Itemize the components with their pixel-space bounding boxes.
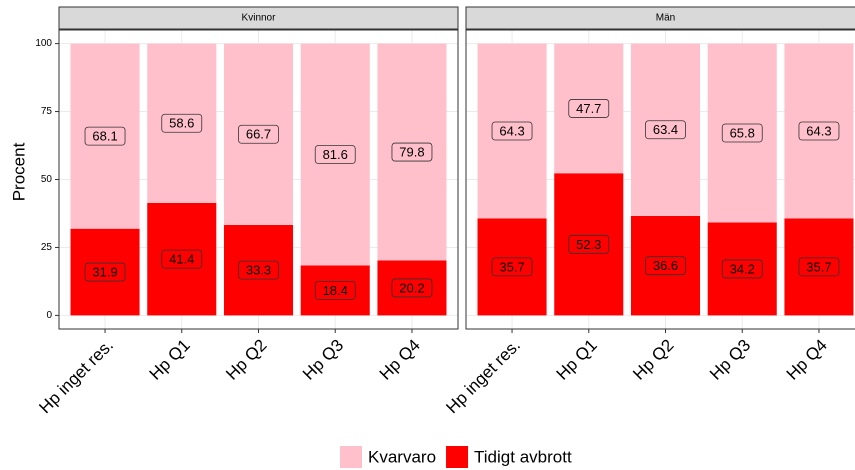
data-label: 52.3 xyxy=(576,237,601,252)
data-label: 36.6 xyxy=(653,258,678,273)
legend-label: Kvarvaro xyxy=(368,447,436,466)
data-label: 64.3 xyxy=(806,123,831,138)
label-box xyxy=(721,259,763,279)
label-box xyxy=(721,123,763,143)
data-label: 35.7 xyxy=(806,259,831,274)
data-label: 35.7 xyxy=(499,259,524,274)
data-label: 68.1 xyxy=(92,129,117,144)
y-tick-label: 0 xyxy=(46,310,52,321)
label-box xyxy=(645,256,686,276)
facet-strip xyxy=(465,6,855,30)
x-tick-label: Hp Q1 xyxy=(146,336,194,384)
x-tick-label: Hp Q3 xyxy=(706,336,754,384)
data-label: 47.7 xyxy=(576,101,601,116)
y-tick-label: 100 xyxy=(35,38,52,49)
data-label: 63.4 xyxy=(653,122,678,137)
x-tick-label: Hp Q2 xyxy=(629,336,677,384)
data-label: 34.2 xyxy=(730,261,755,276)
y-tick-label: 50 xyxy=(41,174,53,185)
x-tick-label: Hp Q3 xyxy=(299,336,347,384)
label-box xyxy=(314,145,356,164)
label-box xyxy=(238,260,279,280)
label-box xyxy=(391,278,433,298)
label-box xyxy=(84,126,126,146)
data-label: 65.8 xyxy=(730,125,755,140)
data-label: 33.3 xyxy=(246,263,271,278)
label-box xyxy=(314,281,356,300)
data-label: 79.8 xyxy=(399,144,424,159)
data-label: 81.6 xyxy=(323,147,348,162)
legend-label: Tidigt avbrott xyxy=(474,447,572,466)
y-tick-label: 25 xyxy=(41,242,53,253)
data-label: 18.4 xyxy=(323,283,348,298)
label-box xyxy=(491,121,533,141)
label-box xyxy=(568,234,610,254)
data-label: 66.7 xyxy=(246,127,271,142)
label-box xyxy=(391,142,433,162)
facet-strip xyxy=(58,6,459,30)
data-label: 41.4 xyxy=(169,252,194,267)
label-box xyxy=(238,124,279,144)
data-label: 20.2 xyxy=(399,280,424,295)
label-box xyxy=(84,262,126,282)
x-tick-label: Hp inget res. xyxy=(442,336,524,418)
label-box xyxy=(161,249,203,269)
y-axis-label: Procent xyxy=(9,142,28,201)
label-box xyxy=(798,121,840,141)
label-box xyxy=(161,113,203,133)
legend-swatch xyxy=(446,446,469,468)
label-box xyxy=(568,99,610,118)
data-label: 31.9 xyxy=(92,264,117,279)
label-box xyxy=(798,257,840,277)
facet-label: Kvinnor xyxy=(242,13,277,24)
legend-swatch xyxy=(340,446,362,468)
data-label: 58.6 xyxy=(169,116,194,131)
x-tick-label: Hp Q4 xyxy=(376,336,424,384)
label-box xyxy=(645,120,686,140)
x-tick-label: Hp inget res. xyxy=(35,336,117,418)
x-tick-label: Hp Q1 xyxy=(553,336,601,384)
facet-label: Män xyxy=(656,13,675,24)
x-tick-label: Hp Q4 xyxy=(783,336,831,384)
panel-border xyxy=(465,29,855,330)
data-label: 64.3 xyxy=(499,123,524,138)
label-box xyxy=(491,257,533,277)
y-tick-label: 75 xyxy=(41,106,53,117)
x-tick-label: Hp Q2 xyxy=(222,336,270,384)
